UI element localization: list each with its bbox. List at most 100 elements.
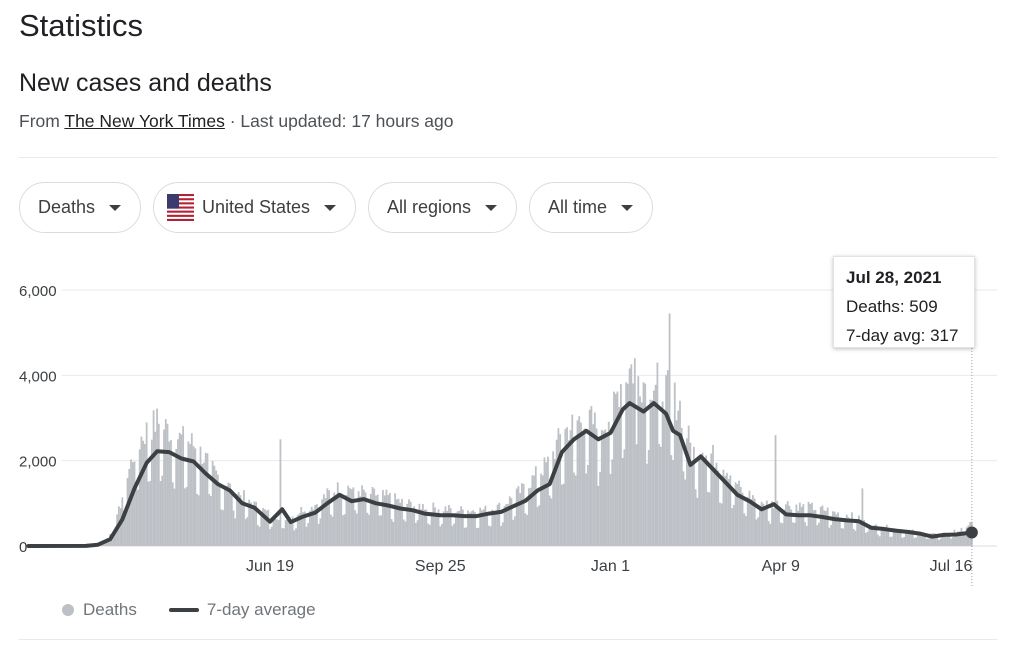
deaths-bar [943,532,945,546]
deaths-bar [630,364,633,546]
deaths-bar [647,449,650,546]
deaths-bar [475,528,478,546]
deaths-bar [112,536,115,546]
deaths-bar [192,446,195,546]
deaths-bar [814,509,817,546]
deaths-bar [833,511,836,546]
deaths-bar [145,422,148,546]
deaths-bar [349,488,351,546]
legend-deaths-label: Deaths [83,600,137,619]
deaths-bar [333,492,336,546]
deaths-bar [955,533,958,546]
deaths-bar [597,485,600,546]
deaths-bar [911,529,914,546]
deaths-bar [924,533,926,546]
deaths-bar [706,491,709,546]
deaths-bar [581,431,584,546]
deaths-bar [482,509,485,546]
deaths-bar [173,488,176,546]
deaths-bar [369,493,372,546]
deaths-bar [519,493,522,546]
deaths-bar [781,523,784,546]
deaths-bar [477,527,480,546]
deaths-bar [908,529,911,546]
time-range-filter[interactable]: All time [529,182,653,233]
deaths-bar [708,492,711,546]
deaths-bar [705,455,707,546]
deaths-bar [600,429,603,546]
deaths-bar [805,525,808,546]
deaths-bar [531,475,534,546]
deaths-bar [175,449,178,546]
deaths-bar [722,469,725,546]
deaths-bar [953,529,956,546]
deaths-bar [237,491,240,546]
deaths-bar [428,524,431,546]
deaths-bar [385,489,388,546]
deaths-bar [421,503,424,546]
deaths-bar [871,528,874,546]
deaths-bar [567,440,570,546]
location-filter[interactable]: United States [153,182,356,233]
deaths-bar [960,527,963,546]
deaths-bar [342,515,344,546]
deaths-bar [215,470,218,546]
metric-filter[interactable]: Deaths [19,182,141,233]
deaths-bar [262,508,264,546]
deaths-bar [809,503,812,546]
divider-top [19,157,997,158]
deaths-bar [790,509,793,546]
deaths-bar [918,531,921,546]
deaths-bar [838,517,841,546]
deaths-bar [653,390,655,546]
deaths-bar [962,534,965,546]
deaths-bar [712,444,714,546]
deaths-bar [779,522,782,546]
last-updated: · Last updated: 17 hours ago [229,111,454,131]
deaths-bar [272,517,275,546]
deaths-bar [291,516,294,546]
deaths-bar [578,416,581,546]
deaths-bar [910,530,912,546]
location-filter-label: United States [202,197,311,217]
region-filter[interactable]: All regions [368,182,517,233]
deaths-bar [786,501,789,546]
deaths-bar [731,508,734,546]
deaths-bar [357,491,360,546]
deaths-bar [137,489,139,546]
deaths-bar [218,486,221,546]
deaths-bar [390,519,393,546]
deaths-bar [823,510,826,546]
deaths-bar [470,511,473,546]
deaths-bar [755,519,758,546]
deaths-bar [293,530,296,546]
deaths-bar [863,520,866,546]
deaths-bar [555,439,558,546]
deaths-bar [913,538,916,546]
deaths-bar [166,423,169,546]
chart-tooltip: Jul 28, 2021 Deaths: 509 7-day avg: 317 [833,256,975,348]
deaths-bar [196,493,198,546]
deaths-bar [269,529,271,546]
deaths-bar [854,530,857,546]
deaths-bar [406,503,409,546]
deaths-bar [239,495,242,546]
deaths-bar [397,498,400,546]
deaths-bar [409,501,412,546]
deaths-bar [904,532,907,546]
deaths-bar [925,538,928,546]
source-link[interactable]: The New York Times [64,111,225,131]
deaths-bar [430,512,433,546]
deaths-bar [687,425,690,546]
x-tick-label: Apr 9 [762,558,800,575]
deaths-bar [633,358,636,546]
deaths-bar [682,471,685,546]
deaths-bar [753,498,756,546]
page-title: Statistics [19,8,144,43]
deaths-chart[interactable]: 0 2,000 4,000 6,000 Jun 19 Sep 25 Jan 1 Apr 9 Ju… [0,250,1021,590]
deaths-bar [746,497,749,546]
deaths-bar [258,526,261,546]
deaths-bar [303,511,306,546]
deaths-bar [512,519,515,546]
chevron-down-icon [621,204,634,211]
